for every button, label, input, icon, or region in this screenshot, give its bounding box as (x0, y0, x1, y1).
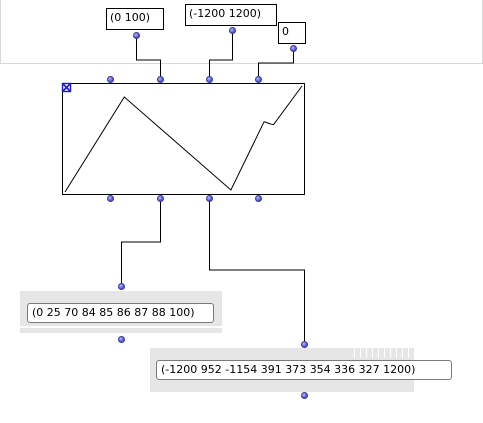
x-points-output[interactable]: (0 25 70 84 85 86 87 88 100) (27, 303, 214, 323)
cord-decimals (258, 48, 294, 79)
bpf-inlet-4[interactable] (255, 76, 262, 83)
y-output-panel-ticks (354, 348, 409, 358)
bpf-editor[interactable] (62, 83, 305, 195)
decimals-text: 0 (282, 25, 289, 38)
y-points-text: (-1200 952 -1154 391 373 354 336 327 120… (161, 363, 416, 376)
y-range-text: (-1200 1200) (189, 7, 262, 20)
x-range-text: (0 100) (110, 11, 151, 24)
y-points-output[interactable]: (-1200 952 -1154 391 373 354 336 327 120… (156, 360, 452, 380)
cord-y-range (209, 31, 233, 79)
selection-marker-icon[interactable] (61, 82, 73, 94)
bpf-inlet-1[interactable] (107, 76, 114, 83)
bpf-outlet-3[interactable] (206, 195, 213, 202)
y-range-outlet[interactable] (229, 27, 236, 34)
bpf-inlet-2[interactable] (157, 76, 164, 83)
y-output-outlet[interactable] (301, 392, 308, 399)
bpf-curve (64, 85, 303, 193)
bpf-outlet-4[interactable] (255, 195, 262, 202)
x-range-message[interactable]: (0 100) (106, 8, 164, 30)
y-output-inlet[interactable] (301, 341, 308, 348)
x-points-text: (0 25 70 84 85 86 87 88 100) (32, 306, 195, 319)
bpf-outlet-1[interactable] (107, 195, 114, 202)
cord-x-output (121, 199, 161, 286)
cord-x-range (136, 36, 161, 79)
x-output-outlet[interactable] (118, 336, 125, 343)
x-range-outlet[interactable] (133, 32, 140, 39)
cord-y-output (209, 199, 305, 344)
decimals-number-box[interactable]: 0 (278, 22, 306, 44)
y-range-message[interactable]: (-1200 1200) (185, 4, 277, 26)
bpf-curve-canvas[interactable] (63, 84, 304, 194)
x-output-inlet[interactable] (118, 283, 125, 290)
bpf-outlet-2[interactable] (157, 195, 164, 202)
decimals-outlet[interactable] (290, 45, 297, 52)
bpf-inlet-3[interactable] (206, 76, 213, 83)
